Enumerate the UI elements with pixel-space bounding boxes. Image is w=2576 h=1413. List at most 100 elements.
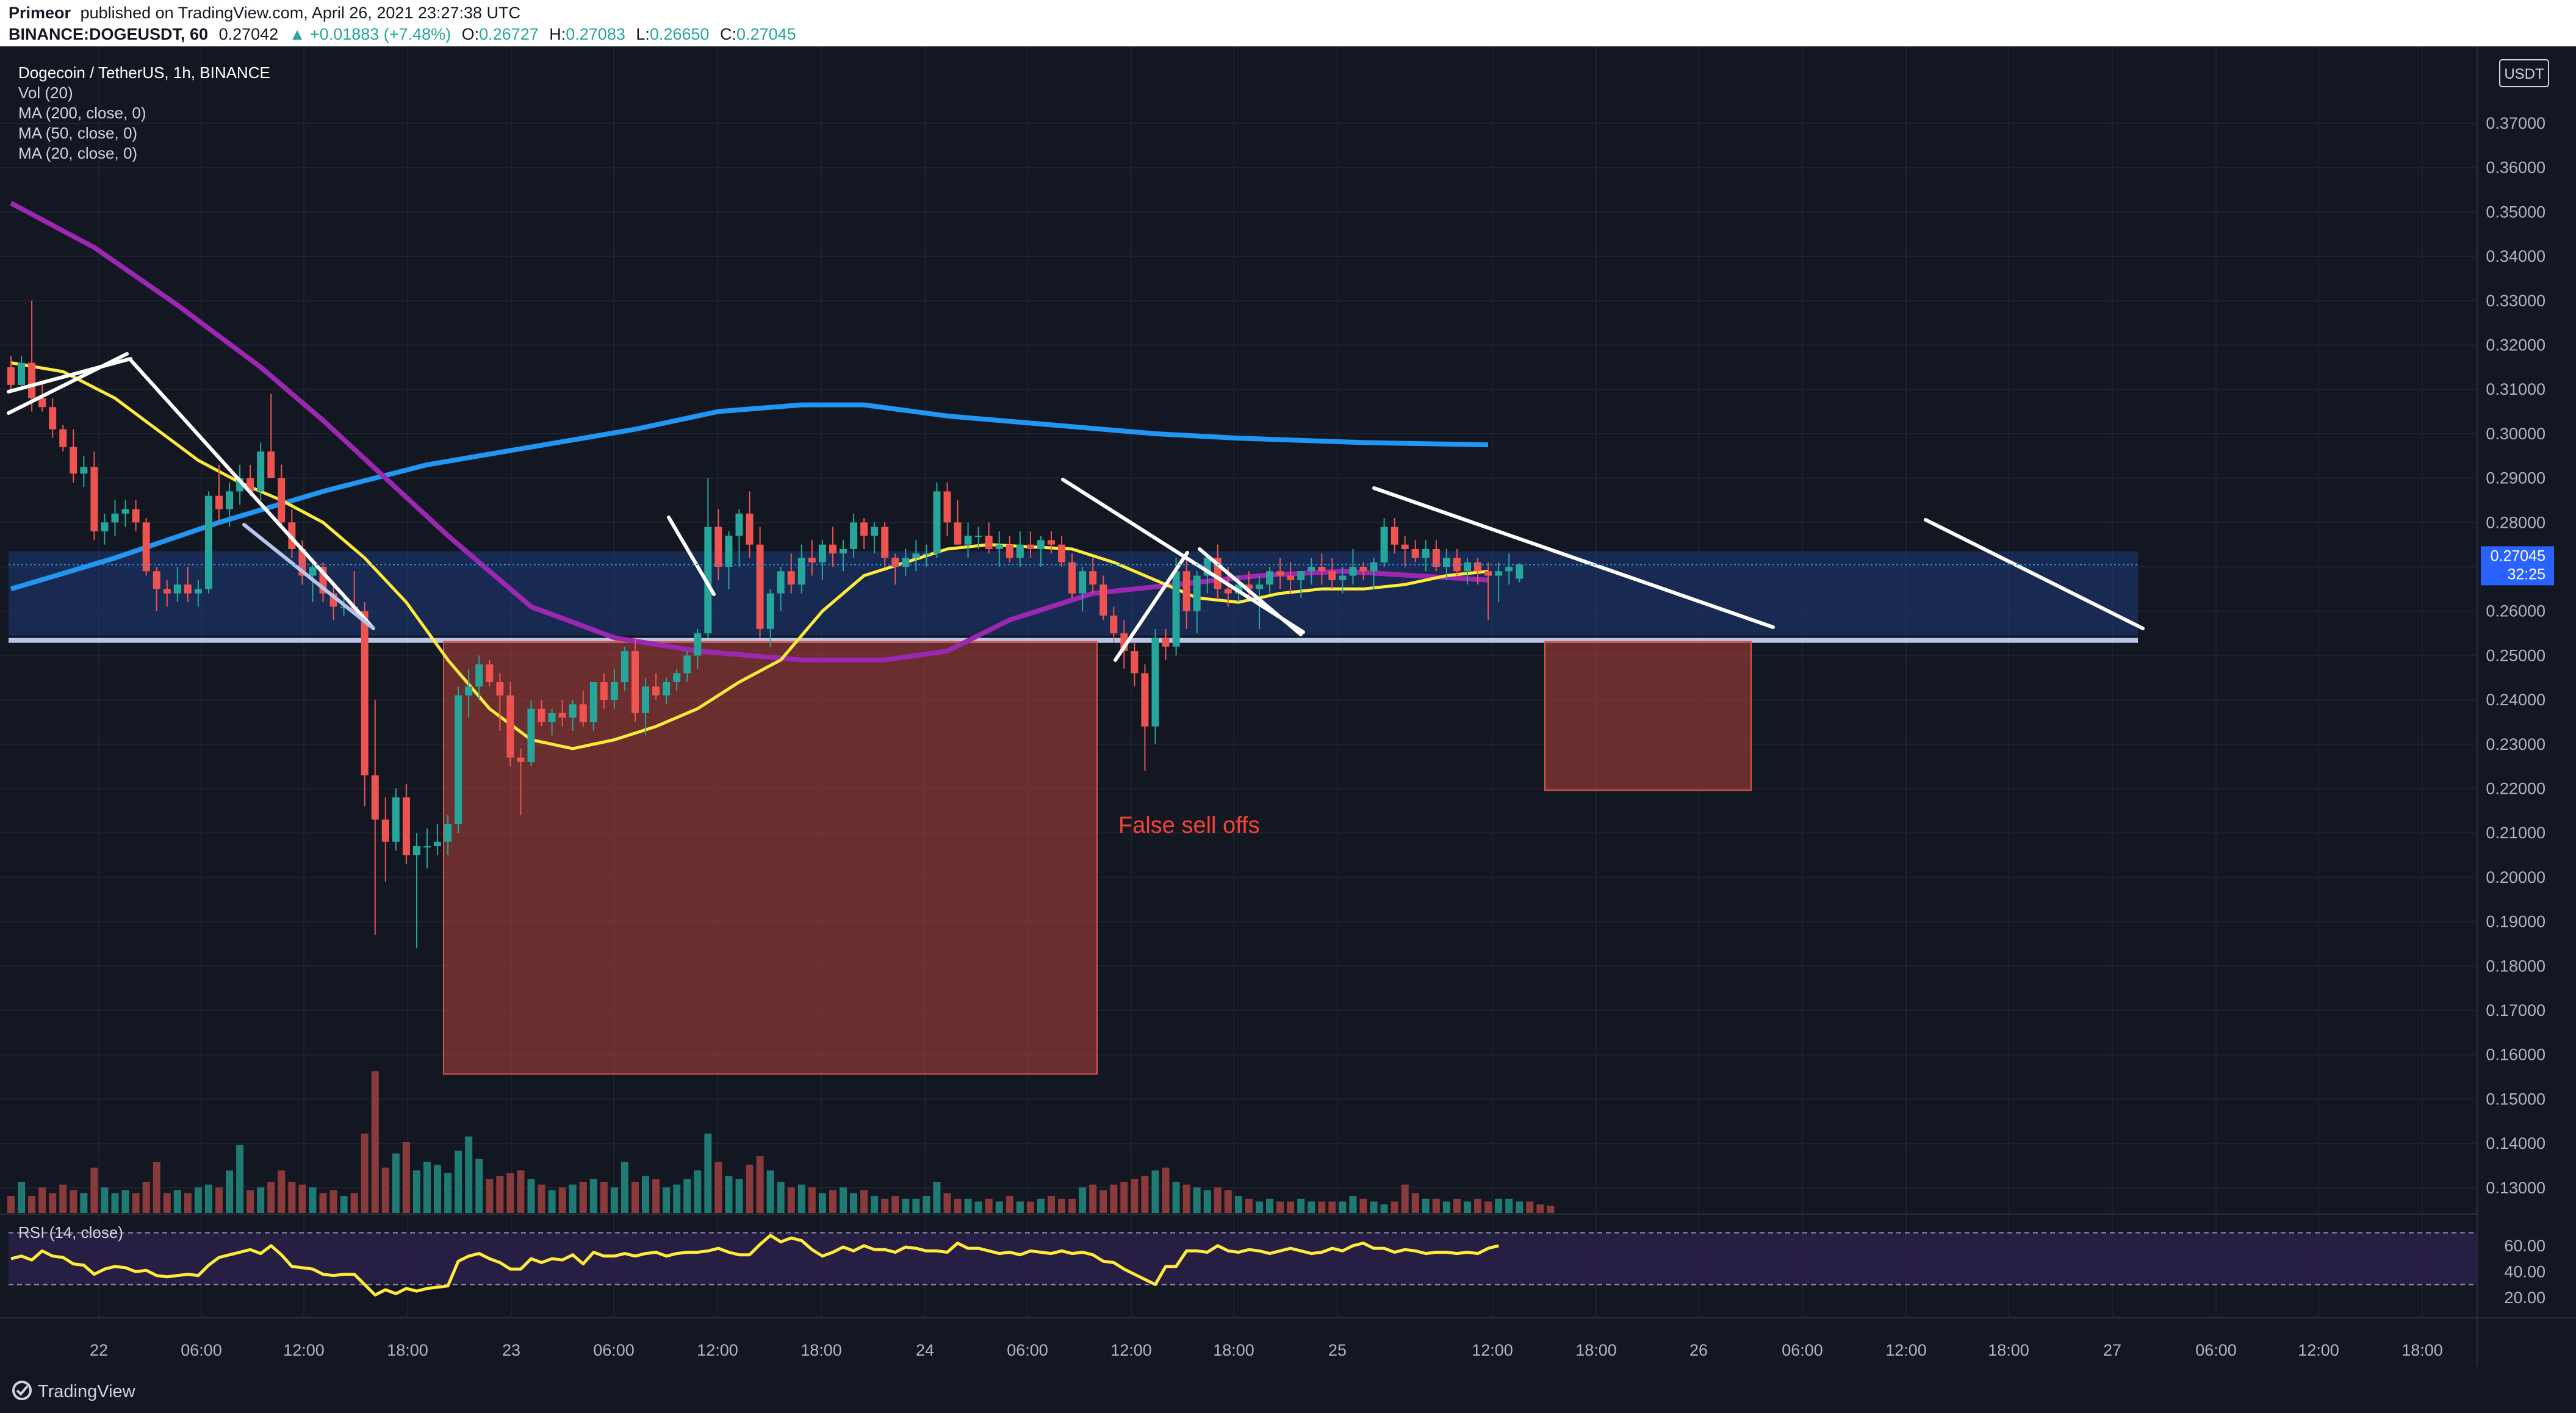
- candle-body: [1058, 544, 1066, 563]
- volume-bar: [663, 1187, 671, 1213]
- volume-bar: [1224, 1190, 1232, 1213]
- candle-body: [1495, 571, 1503, 576]
- candle-body: [392, 797, 400, 842]
- volume-bar: [1006, 1196, 1013, 1213]
- candle-body: [912, 553, 920, 558]
- volume-bar: [881, 1198, 889, 1213]
- candle-body: [517, 757, 525, 762]
- volume-bar: [1162, 1167, 1170, 1213]
- candle-body: [38, 398, 46, 408]
- price-tick: 0.35000: [2486, 203, 2545, 221]
- rsi-tick: 40.00: [2504, 1262, 2545, 1281]
- time-tick: 12:00: [1110, 1341, 1152, 1359]
- candle-body: [673, 673, 681, 683]
- price-tick: 0.17000: [2486, 1001, 2545, 1019]
- time-tick: 23: [502, 1341, 520, 1359]
- time-tick: 06:00: [2195, 1341, 2237, 1359]
- volume-bar: [402, 1142, 410, 1213]
- candle-body: [1328, 571, 1336, 580]
- volume-bar: [527, 1179, 535, 1213]
- candle-body: [90, 467, 98, 531]
- candle-body: [756, 544, 764, 629]
- legend-ma20[interactable]: MA (20, close, 0): [18, 144, 137, 162]
- volume-bar: [1442, 1201, 1450, 1213]
- candle-body: [538, 708, 545, 722]
- candle-body: [371, 775, 379, 820]
- volume-bar: [392, 1153, 400, 1213]
- volume-bar: [173, 1190, 181, 1213]
- legend-ma200[interactable]: MA (200, close, 0): [18, 104, 146, 122]
- open-value: 0.26727: [479, 25, 539, 43]
- rsi-tick: 20.00: [2504, 1289, 2545, 1307]
- candle-body: [642, 686, 650, 713]
- price-tick: 0.34000: [2486, 247, 2545, 265]
- currency-badge[interactable]: [2499, 59, 2549, 87]
- volume-bar: [340, 1196, 348, 1213]
- volume-bar: [1536, 1204, 1544, 1213]
- volume-bar: [163, 1193, 171, 1213]
- volume-bar: [610, 1187, 618, 1213]
- candle-body: [1432, 548, 1440, 567]
- volume-bar: [288, 1181, 296, 1213]
- volume-bar: [465, 1136, 473, 1213]
- last-price-tag-value: 0.27045: [2491, 547, 2545, 564]
- legend-vol[interactable]: Vol (20): [18, 84, 73, 102]
- trend-line: [1198, 547, 1303, 636]
- price-tick: 0.36000: [2486, 159, 2545, 177]
- candle-body: [215, 495, 223, 509]
- volume-bar: [38, 1187, 46, 1213]
- time-tick: 06:00: [1007, 1341, 1048, 1359]
- time-tick: 24: [916, 1341, 934, 1359]
- candle-body: [787, 571, 795, 585]
- volume-bar: [808, 1187, 816, 1213]
- volume-bar: [1474, 1198, 1482, 1213]
- legend-ma50[interactable]: MA (50, close, 0): [18, 124, 137, 142]
- candle-body: [569, 704, 577, 718]
- candle-body: [527, 708, 535, 762]
- candle-body: [829, 544, 836, 554]
- legend-title[interactable]: Dogecoin / TetherUS, 1h, BINANCE: [18, 63, 270, 82]
- publication-header: [0, 0, 2576, 46]
- candle-body: [80, 467, 88, 474]
- price-tick: 0.15000: [2486, 1090, 2545, 1108]
- published-text: published on TradingView.com, April 26, …: [81, 4, 520, 22]
- candle-body: [381, 819, 389, 842]
- candles-layer: [7, 300, 1524, 949]
- candle-body: [548, 713, 556, 722]
- candle-body: [1474, 562, 1482, 572]
- volume-bar: [278, 1170, 286, 1213]
- candle-body: [506, 695, 514, 758]
- volume-bar: [974, 1201, 982, 1213]
- candle-body: [142, 522, 150, 572]
- candle-body: [7, 367, 15, 385]
- volume-bar: [257, 1187, 265, 1213]
- candle-body: [111, 513, 119, 523]
- price-axis[interactable]: 0.37000 0.36000 0.35000 0.34000 0.33000 0.320…: [2481, 114, 2554, 1307]
- candle-body: [1151, 638, 1159, 727]
- ma200-line: [10, 402, 1489, 592]
- volume-bar: [818, 1193, 826, 1213]
- volume-bar: [434, 1165, 442, 1213]
- volume-bar: [954, 1198, 962, 1213]
- volume-bar: [142, 1181, 150, 1213]
- volume-bar: [1026, 1201, 1034, 1213]
- symbol-line: BINANCE:DOGEUSDT, 60 0.27042 ▲ +0.01883 …: [9, 25, 796, 43]
- volume-bar: [1297, 1198, 1305, 1213]
- countdown-tag: 32:25: [2507, 566, 2545, 583]
- candle-body: [902, 558, 910, 567]
- legend-rsi[interactable]: RSI (14, close): [18, 1223, 123, 1242]
- price-tick: 0.23000: [2486, 735, 2545, 753]
- volume-bar: [1016, 1201, 1024, 1213]
- price-tick: 0.18000: [2486, 957, 2545, 975]
- close-value: 0.27045: [736, 25, 796, 43]
- volume-bar: [850, 1193, 858, 1213]
- price-tick: 0.29000: [2486, 469, 2545, 487]
- volume-bar: [891, 1196, 899, 1213]
- time-axis[interactable]: 22 06:00 12:00 18:00 23 06:00 12:00 18:00 24 06:0…: [90, 1341, 2443, 1359]
- candle-body: [1224, 589, 1232, 594]
- candle-body: [610, 682, 618, 700]
- candle-body: [496, 682, 504, 696]
- candle-body: [1464, 562, 1471, 572]
- candle-body: [267, 451, 275, 478]
